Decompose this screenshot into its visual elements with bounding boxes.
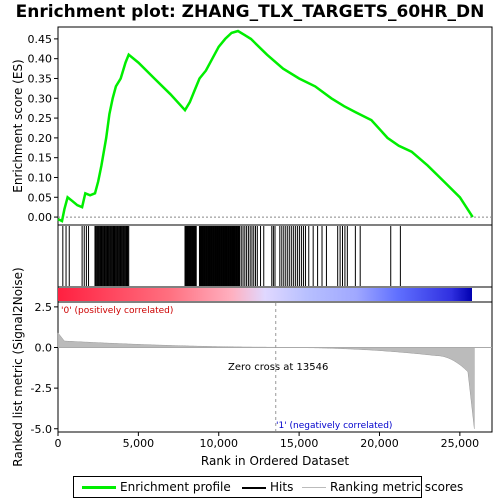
metric-panel	[57, 301, 493, 433]
y-tick-label-es: 0.20	[28, 132, 53, 145]
enrichment-profile-line	[57, 29, 474, 223]
legend-hits-swatch	[242, 487, 266, 489]
y-tick-label-metric: 2.5	[35, 301, 53, 314]
y-tick-label-es: 0.00	[28, 211, 53, 224]
x-axis-label: Rank in Ordered Dataset	[201, 454, 349, 468]
y-tick-label-es: 0.45	[28, 33, 53, 46]
x-tick-label: 5,000	[123, 437, 155, 450]
x-tick-label: 20,000	[360, 437, 399, 450]
y-axis-label-es: Enrichment score (ES)	[11, 59, 25, 192]
x-tick-label: 25,000	[441, 437, 480, 450]
y-axis-label-metric: Ranked list metric (Signal2Noise)	[11, 267, 25, 466]
y-tick-label-es: 0.05	[28, 191, 53, 204]
negative-correlation-label: '1' (negatively correlated)	[276, 421, 392, 431]
legend-hits-label: Hits	[270, 480, 294, 494]
x-tick-label: 0	[55, 437, 62, 450]
y-tick-label-es: 0.40	[28, 53, 53, 66]
y-tick-label-metric: -2.5	[31, 382, 52, 395]
legend-enrichment-label: Enrichment profile	[120, 480, 231, 494]
legend-enrichment-swatch	[82, 486, 116, 489]
legend: Enrichment profile Hits Ranking metric s…	[73, 476, 463, 498]
y-tick-label-es: 0.25	[28, 112, 53, 125]
y-tick-label-es: 0.30	[28, 92, 53, 105]
y-tick-label-metric: 0.0	[35, 342, 53, 355]
zero-cross-label: Zero cross at 13546	[228, 362, 328, 373]
y-tick-label-es: 0.15	[28, 152, 53, 165]
es-panel	[57, 26, 493, 226]
y-tick-label-metric: -5.0	[31, 423, 52, 436]
positive-correlation-label: '0' (positively correlated)	[61, 306, 173, 316]
x-tick-label: 10,000	[199, 437, 238, 450]
y-tick-label-es: 0.10	[28, 171, 53, 184]
chart-title: Enrichment plot: ZHANG_TLX_TARGETS_60HR_…	[15, 2, 485, 22]
legend-metric-swatch	[302, 487, 326, 488]
legend-metric-label: Ranking metric scores	[330, 480, 464, 494]
x-tick-label: 15,000	[280, 437, 319, 450]
rank-color-bar	[58, 288, 472, 301]
y-tick-label-es: 0.35	[28, 72, 53, 85]
